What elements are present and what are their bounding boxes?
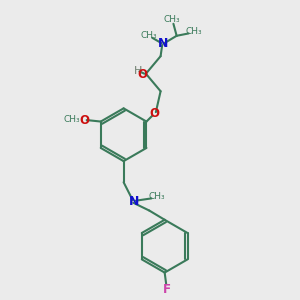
Text: CH₃: CH₃ — [64, 115, 81, 124]
Text: CH₃: CH₃ — [140, 31, 157, 40]
Text: CH₃: CH₃ — [164, 15, 180, 24]
Text: O: O — [137, 68, 147, 81]
Text: O: O — [150, 107, 160, 120]
Text: CH₃: CH₃ — [185, 28, 202, 37]
Text: N: N — [129, 195, 139, 208]
Text: H: H — [134, 66, 142, 76]
Text: N: N — [158, 37, 168, 50]
Text: O: O — [80, 114, 90, 127]
Text: F: F — [163, 283, 171, 296]
Text: CH₃: CH₃ — [148, 192, 165, 201]
